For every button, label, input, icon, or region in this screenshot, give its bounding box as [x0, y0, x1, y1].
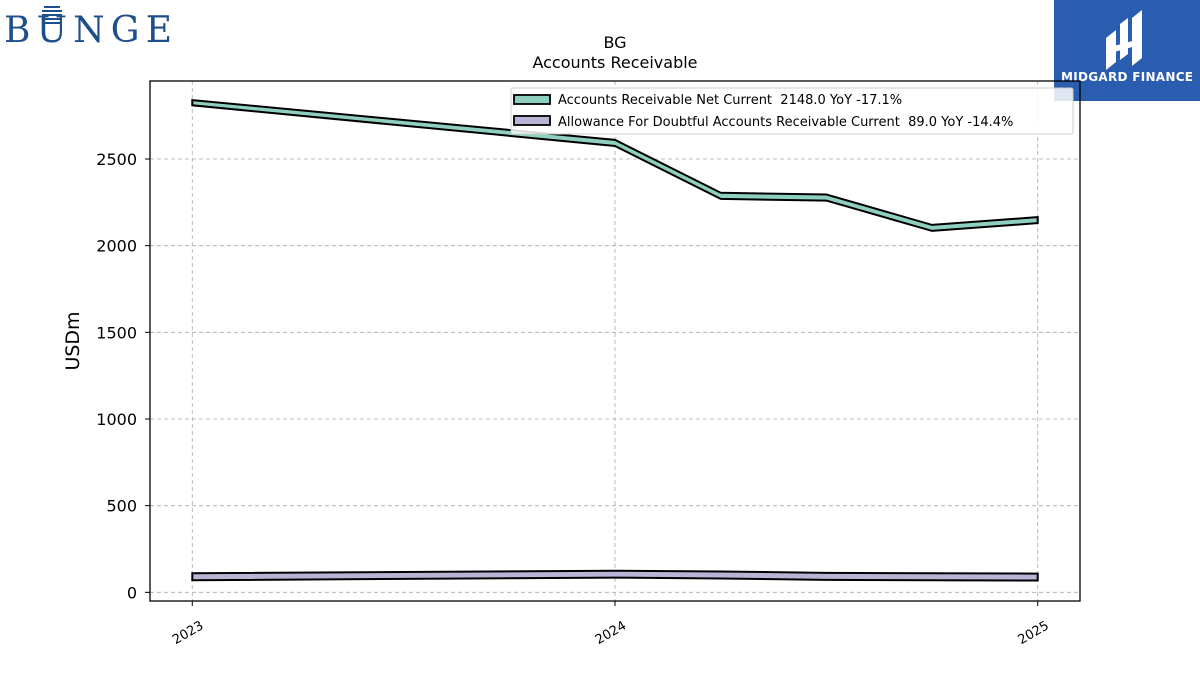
legend-box	[510, 87, 1074, 135]
midgard-mark-icon	[1106, 10, 1142, 70]
y-tick-label: 1000	[96, 410, 137, 429]
midgard-finance-logo: MIDGARD FINANCE	[1054, 0, 1200, 101]
legend-swatch-receivable	[513, 94, 551, 105]
y-tick-label: 500	[106, 497, 137, 516]
legend-swatch-allowance	[513, 115, 551, 126]
series-band-0	[191, 99, 1039, 232]
x-tick-label: 2023	[170, 618, 206, 648]
y-tick-label: 2000	[96, 237, 137, 256]
chart-title: BG	[603, 33, 626, 52]
y-tick-label: 2500	[96, 150, 137, 169]
chart-subtitle: Accounts Receivable	[532, 53, 697, 72]
y-axis-label: USDm	[62, 311, 84, 370]
grid	[150, 81, 1080, 601]
series-group	[191, 99, 1039, 582]
series-band-1	[191, 569, 1039, 582]
y-tick-label: 1500	[96, 323, 137, 342]
x-axis: 2023 2024 2025	[170, 601, 1052, 648]
y-tick-label: 0	[127, 583, 137, 602]
bunge-logo: BUNGE	[4, 6, 172, 50]
bunge-sun-icon	[42, 6, 62, 24]
legend-label-receivable: Accounts Receivable Net Current 2148.0 Y…	[558, 93, 902, 108]
legend-label-allowance: Allowance For Doubtful Accounts Receivab…	[558, 115, 1013, 130]
y-axis: 0 500 1000 1500 2000 2500	[96, 150, 150, 602]
midgard-wordmark: MIDGARD FINANCE	[1061, 70, 1193, 84]
x-tick-label: 2025	[1016, 618, 1052, 648]
legend: Accounts Receivable Net Current 2148.0 Y…	[510, 87, 1074, 135]
x-tick-label: 2024	[593, 618, 629, 648]
